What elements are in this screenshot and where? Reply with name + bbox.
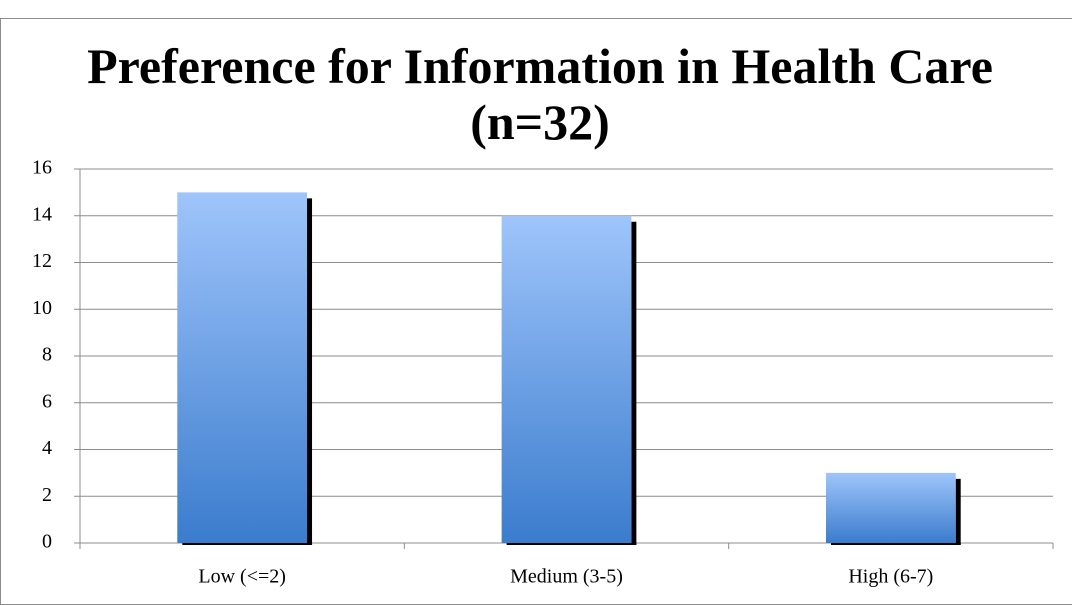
y-tick-label: 2 xyxy=(42,484,52,506)
y-tick-label: 0 xyxy=(42,531,52,553)
bar-shadow xyxy=(631,221,637,545)
bar-shadow xyxy=(955,478,961,545)
bar-shadow xyxy=(307,198,313,545)
y-tick-label: 16 xyxy=(32,157,52,179)
y-tick-label: 10 xyxy=(32,297,52,319)
bar xyxy=(501,215,632,543)
y-tick-label: 12 xyxy=(32,250,52,272)
bar xyxy=(177,192,308,543)
bar-base-shadow xyxy=(506,543,637,545)
y-tick-label: 14 xyxy=(32,203,52,225)
x-tick-label: Low (<=2) xyxy=(198,566,286,588)
x-tick-label: Medium (3-5) xyxy=(510,566,623,588)
y-tick-label: 8 xyxy=(42,344,52,366)
bar-base-shadow xyxy=(182,543,313,545)
chart-title: Preference for Information in Health Car… xyxy=(87,38,993,150)
bar-base-shadow xyxy=(830,543,961,545)
y-tick-label: 4 xyxy=(42,437,52,459)
x-tick-label: High (6-7) xyxy=(848,566,933,588)
bar xyxy=(825,472,956,543)
y-tick-label: 6 xyxy=(42,390,52,412)
